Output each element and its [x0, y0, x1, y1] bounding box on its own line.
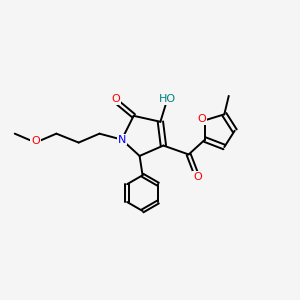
- Text: O: O: [193, 172, 202, 182]
- Text: N: N: [118, 135, 126, 145]
- Text: O: O: [198, 114, 206, 124]
- Text: O: O: [111, 94, 120, 104]
- Text: HO: HO: [159, 94, 176, 104]
- Text: O: O: [31, 136, 40, 146]
